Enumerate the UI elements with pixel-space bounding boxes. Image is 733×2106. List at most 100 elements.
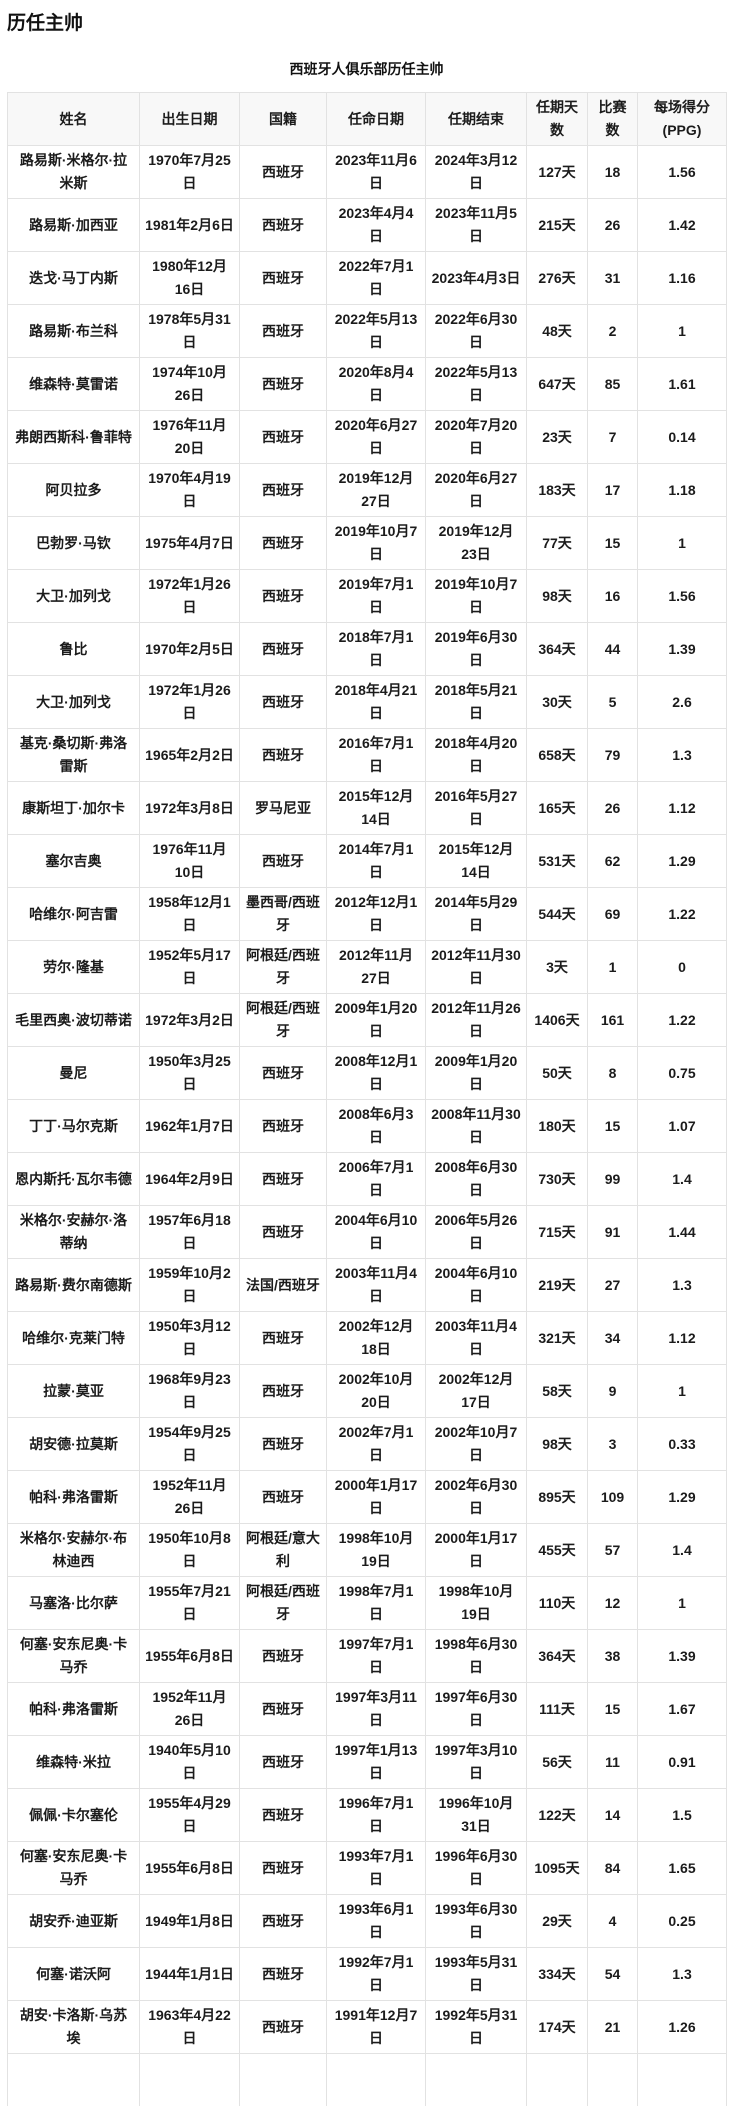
- cell-days: 127天: [526, 145, 588, 199]
- cell-ppg: 1: [637, 516, 727, 570]
- cell-days: 29天: [526, 1894, 588, 1948]
- cell-name: 佩佩·卡尔塞伦: [7, 1788, 140, 1842]
- cell-ppg: 1.4: [637, 1523, 727, 1577]
- table-row: 塞尔吉奥 1976年11月10日 西班牙 2014年7月1日 2015年12月1…: [7, 834, 727, 888]
- cell-birthdate: 1968年9月23日: [139, 1364, 240, 1418]
- cell-nationality: 西班牙: [239, 1735, 327, 1789]
- table-row: 米格尔·安赫尔·布林迪西 1950年10月8日 阿根廷/意大利 1998年10月…: [7, 1523, 727, 1577]
- cell-term-end: 2020年7月20日: [425, 410, 527, 464]
- cell-appointed: 2023年4月4日: [326, 198, 426, 252]
- table-row: 拉蒙·莫亚 1968年9月23日 西班牙 2002年10月20日 2002年12…: [7, 1364, 727, 1418]
- cell-nationality: 西班牙: [239, 622, 327, 676]
- cell-appointed: 2022年5月13日: [326, 304, 426, 358]
- cell-ppg: 1: [637, 304, 727, 358]
- cell-name: 丁丁·马尔克斯: [7, 1099, 140, 1153]
- cell-birthdate: 1981年2月6日: [139, 198, 240, 252]
- cell-name: 米格尔·安赫尔·布林迪西: [7, 1523, 140, 1577]
- cell-matches: 99: [587, 1152, 638, 1206]
- cell-term-end: 2008年6月30日: [425, 1152, 527, 1206]
- cell-term-end: 2002年12月17日: [425, 1364, 527, 1418]
- cell-term-end: 2020年6月27日: [425, 463, 527, 517]
- cell-term-end: 2019年12月23日: [425, 516, 527, 570]
- table-row: 何塞·安东尼奥·卡马乔 1955年6月8日 西班牙 1993年7月1日 1996…: [7, 1841, 727, 1895]
- cell-name: 巴勃罗·马钦: [7, 516, 140, 570]
- cell-days: 895天: [526, 1470, 588, 1524]
- cell-ppg: 2.6: [637, 675, 727, 729]
- table-row: 米格尔·安赫尔·洛蒂纳 1957年6月18日 西班牙 2004年6月10日 20…: [7, 1205, 727, 1259]
- cell-nationality: 西班牙: [239, 728, 327, 782]
- cell-birthdate: 1978年5月31日: [139, 304, 240, 358]
- coaches-table: 姓名 出生日期 国籍 任命日期 任期结束 任期天数 比赛数 每场得分 (PPG)…: [7, 92, 727, 2106]
- cell-nationality: 西班牙: [239, 1841, 327, 1895]
- cell-name: 路易斯·加西亚: [7, 198, 140, 252]
- cell-ppg: 0.75: [637, 1046, 727, 1100]
- cell-birthdate: 1940年5月10日: [139, 1735, 240, 1789]
- cell-birthdate: 1950年3月25日: [139, 1046, 240, 1100]
- cell-name: 胡安乔·迪亚斯: [7, 1894, 140, 1948]
- cell-nationality: 阿根廷/西班牙: [239, 1576, 327, 1630]
- cell-appointed: 1997年7月1日: [326, 1629, 426, 1683]
- cell-birthdate: 1972年1月26日: [139, 569, 240, 623]
- cell-appointed: 2014年7月1日: [326, 834, 426, 888]
- cell-days: 180天: [526, 1099, 588, 1153]
- cell-matches: 26: [587, 198, 638, 252]
- cell-ppg: 1.22: [637, 887, 727, 941]
- cell-appointed: 2002年10月20日: [326, 1364, 426, 1418]
- cell-empty: [139, 2053, 240, 2106]
- cell-term-end: 1996年6月30日: [425, 1841, 527, 1895]
- cell-name: 马塞洛·比尔萨: [7, 1576, 140, 1630]
- cell-ppg: 1.56: [637, 145, 727, 199]
- cell-matches: 161: [587, 993, 638, 1047]
- cell-matches: 15: [587, 516, 638, 570]
- cell-empty: [587, 2053, 638, 2106]
- cell-term-end: 1997年3月10日: [425, 1735, 527, 1789]
- table-row: 维森特·米拉 1940年5月10日 西班牙 1997年1月13日 1997年3月…: [7, 1735, 727, 1789]
- cell-days: 23天: [526, 410, 588, 464]
- cell-ppg: 1.5: [637, 1788, 727, 1842]
- column-header-appointed: 任命日期: [326, 92, 426, 146]
- table-row: 胡安乔·迪亚斯 1949年1月8日 西班牙 1993年6月1日 1993年6月3…: [7, 1894, 727, 1948]
- cell-days: 165天: [526, 781, 588, 835]
- cell-ppg: 1.39: [637, 622, 727, 676]
- cell-name: 曼尼: [7, 1046, 140, 1100]
- cell-term-end: 2019年6月30日: [425, 622, 527, 676]
- cell-term-end: 1997年6月30日: [425, 1682, 527, 1736]
- cell-nationality: 西班牙: [239, 1205, 327, 1259]
- cell-term-end: 1998年6月30日: [425, 1629, 527, 1683]
- cell-term-end: 2015年12月14日: [425, 834, 527, 888]
- cell-name: 弗朗西斯科·鲁菲特: [7, 410, 140, 464]
- cell-nationality: 西班牙: [239, 675, 327, 729]
- cell-days: 544天: [526, 887, 588, 941]
- cell-ppg: 0: [637, 940, 727, 994]
- cell-matches: 4: [587, 1894, 638, 1948]
- cell-birthdate: 1970年2月5日: [139, 622, 240, 676]
- table-row: 何塞·诺沃阿 1944年1月1日 西班牙 1992年7月1日 1993年5月31…: [7, 1947, 727, 2001]
- cell-term-end: 2002年10月7日: [425, 1417, 527, 1471]
- cell-days: 334天: [526, 1947, 588, 2001]
- cell-days: 98天: [526, 569, 588, 623]
- cell-birthdate: 1958年12月1日: [139, 887, 240, 941]
- cell-matches: 2: [587, 304, 638, 358]
- cell-appointed: 2015年12月14日: [326, 781, 426, 835]
- cell-days: 658天: [526, 728, 588, 782]
- cell-appointed: 2012年12月1日: [326, 887, 426, 941]
- table-row: 大卫·加列戈 1972年1月26日 西班牙 2019年7月1日 2019年10月…: [7, 569, 727, 623]
- cell-matches: 34: [587, 1311, 638, 1365]
- cell-days: 321天: [526, 1311, 588, 1365]
- table-row: 路易斯·费尔南德斯 1959年10月2日 法国/西班牙 2003年11月4日 2…: [7, 1258, 727, 1312]
- cell-term-end: 2016年5月27日: [425, 781, 527, 835]
- cell-ppg: 1.07: [637, 1099, 727, 1153]
- cell-name: 胡安德·拉莫斯: [7, 1417, 140, 1471]
- table-row: 基克·桑切斯·弗洛雷斯 1965年2月2日 西班牙 2016年7月1日 2018…: [7, 728, 727, 782]
- cell-term-end: 2018年5月21日: [425, 675, 527, 729]
- cell-birthdate: 1972年1月26日: [139, 675, 240, 729]
- cell-nationality: 西班牙: [239, 1046, 327, 1100]
- cell-name: 哈维尔·阿吉雷: [7, 887, 140, 941]
- cell-days: 531天: [526, 834, 588, 888]
- cell-birthdate: 1970年4月19日: [139, 463, 240, 517]
- cell-nationality: 法国/西班牙: [239, 1258, 327, 1312]
- table-row: 大卫·加列戈 1972年1月26日 西班牙 2018年4月21日 2018年5月…: [7, 675, 727, 729]
- cell-term-end: 1998年10月19日: [425, 1576, 527, 1630]
- table-row: 胡安·卡洛斯·乌苏埃 1963年4月22日 西班牙 1991年12月7日 199…: [7, 2000, 727, 2054]
- cell-days: 56天: [526, 1735, 588, 1789]
